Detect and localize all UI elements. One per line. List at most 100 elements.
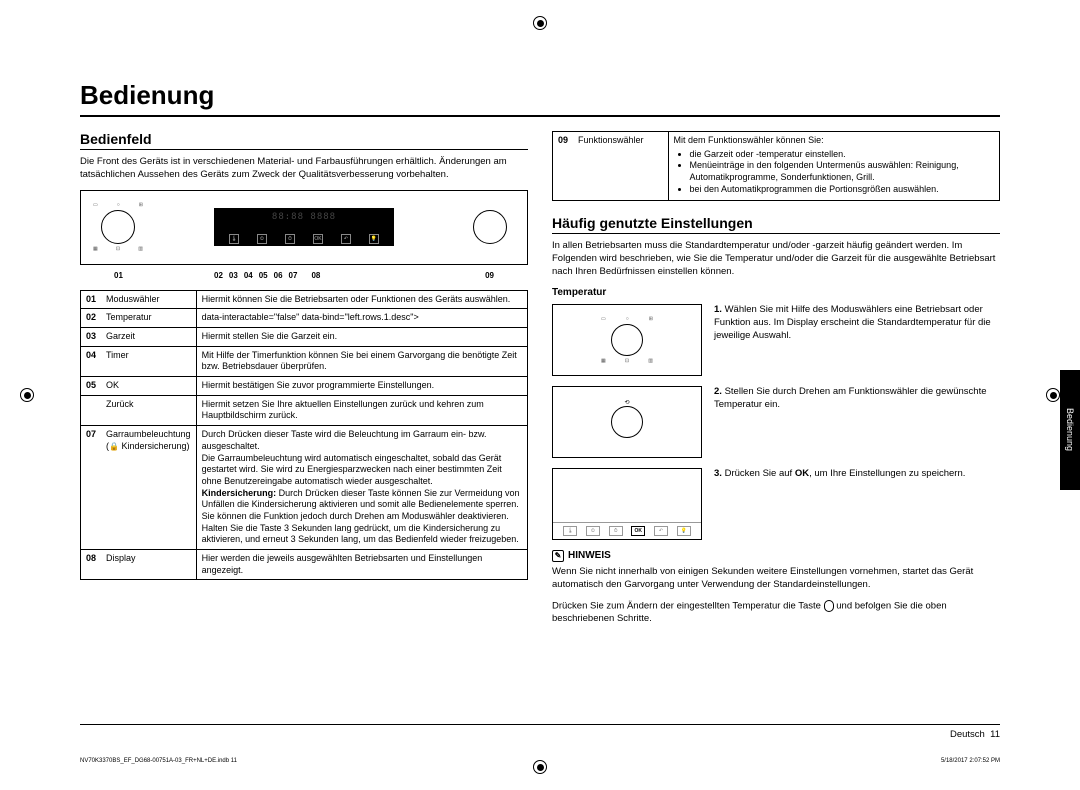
left-sub-rule [80,149,528,150]
callout-05: 05 [259,271,268,280]
row-label: Zurück [101,395,196,425]
control-panel-illustration: ▭○⊞ ▦⊡▥ 88:88 8888 🌡⏲⏱OK↶💡 [80,190,528,265]
controls-table-continued: 09 Funktionswähler Mit dem Funktionswähl… [552,131,1000,201]
row-desc: Durch Drücken dieser Taste wird die Bele… [196,426,527,550]
note-icon: ✎ [552,550,564,562]
bullet: Menüeinträge in den folgenden Untermenüs… [690,160,994,183]
step-text-post: , um Ihre Einstellungen zu speichern. [809,468,965,479]
row-desc: Hiermit bestätigen Sie zuvor programmier… [196,377,527,396]
step-text-pre: Drücken Sie auf [725,468,795,479]
mode-dial-icon [101,210,135,244]
display-button-row: 🌡⏲⏱OK↶💡 [214,234,394,244]
table-row: 07 Garraumbeleuchtung (🔒 Kindersicherung… [81,426,528,550]
callout-04: 04 [244,271,253,280]
step-text: Wählen Sie mit Hilfe des Moduswählers ei… [714,304,991,341]
callout-numbers: 01 02 03 04 05 06 07 08 09 [80,271,528,280]
table-row: 09 Funktionswähler Mit dem Funktionswähl… [553,132,1000,201]
callout-02: 02 [214,271,223,280]
row-desc: Hiermit stellen Sie die Garzeit ein. [196,328,527,347]
mini-dial-icon [611,406,643,438]
mini-dial-icon [611,324,643,356]
rotation-arrow-icon: ⟲ [624,399,629,406]
footer-page-number: 11 [990,729,1000,740]
row-num: 05 [81,377,102,396]
step-number: 1. [714,304,722,315]
lock-icon: 🔒 [109,442,119,451]
temperature-icon [824,600,834,612]
callout-03: 03 [229,271,238,280]
table-row: 02 Temperatur data-interactable="false" … [81,309,528,328]
table-row: 08 Display Hier werden die jeweils ausge… [81,550,528,580]
row-desc: Mit Hilfe der Timerfunktion können Sie b… [196,346,527,376]
right-column: 09 Funktionswähler Mit dem Funktionswähl… [552,131,1000,634]
function-dial-illustration: ⟲ [552,386,702,458]
callout-06: 06 [274,271,283,280]
callout-07: 07 [289,271,298,280]
hinweis-text-2: Drücken Sie zum Ändern der eingestellten… [552,600,1000,626]
section-side-tab: Bedienung [1060,370,1080,490]
table-row: 04 Timer Mit Hilfe der Timerfunktion kön… [81,346,528,376]
temperature-label: Temperatur [552,287,1000,298]
row-label: Temperatur [101,309,196,328]
right-sub-rule [552,233,1000,234]
row-label: Display [101,550,196,580]
mini-dial-icons: ▭○⊞ [601,316,653,322]
step-text: Stellen Sie durch Drehen am Funktionswäh… [714,386,987,410]
row-label: Timer [101,346,196,376]
row-label: OK [101,377,196,396]
hinweis-heading: ✎ HINWEIS [552,550,1000,562]
row-num: 01 [81,290,102,309]
row-desc: Hiermit können Sie die Betriebsarten ode… [196,290,527,309]
bullet: die Garzeit oder -temperatur einstellen. [690,149,994,161]
bullet: bei den Automatikprogrammen die Portions… [690,184,994,196]
step-2: ⟲ 2. Stellen Sie durch Drehen am Funktio… [552,386,1000,458]
hinweis-text-1: Wenn Sie nicht innerhalb von einigen Sek… [552,566,1000,592]
row-num [81,395,102,425]
row-num: 04 [81,346,102,376]
right-subheading: Häufig genutzte Einstellungen [552,215,1000,231]
left-subheading: Bedienfeld [80,131,528,147]
table-row: 03 Garzeit Hiermit stellen Sie die Garze… [81,328,528,347]
right-intro: In allen Betriebsarten muss die Standard… [552,240,1000,278]
row-desc: Mit dem Funktionswähler können Sie: die … [668,132,999,201]
print-footer-filename: NV70K3370BS_EF_DG68-00751A-03_FR+NL+DE.i… [80,758,237,764]
title-rule [80,115,1000,117]
row-desc: Hier werden die jeweils ausgewählten Bet… [196,550,527,580]
table-row: 05 OK Hiermit bestätigen Sie zuvor progr… [81,377,528,396]
function-dial-icon [473,210,507,244]
row-label: Funktionswähler [573,132,668,201]
step-number: 2. [714,386,722,397]
left-column: Bedienfeld Die Front des Geräts ist in v… [80,131,528,634]
mode-dial-illustration: ▭○⊞ ▦⊡▥ [552,304,702,376]
print-footer-timestamp: 5/18/2017 2:07:52 PM [941,758,1000,764]
left-intro: Die Front des Geräts ist in verschiedene… [80,156,528,182]
step-number: 3. [714,468,722,479]
row-label: Moduswähler [101,290,196,309]
callout-09: 09 [485,271,494,280]
table-row: 01 Moduswähler Hiermit können Sie die Be… [81,290,528,309]
dial-mode-icons: ▭○⊞ [93,202,143,208]
dial-mode-icons-bottom: ▦⊡▥ [93,246,143,252]
seven-segment-icon: 88:88 8888 [272,212,336,222]
page-title: Bedienung [80,80,1000,111]
print-footer: NV70K3370BS_EF_DG68-00751A-03_FR+NL+DE.i… [80,758,1000,764]
row-label: Garraumbeleuchtung (🔒 Kindersicherung) [101,426,196,550]
callout-08: 08 [311,271,320,280]
row-label: Garzeit [101,328,196,347]
step-3: 🌡⏲⏱OK↶💡 3. Drücken Sie auf OK, um Ihre E… [552,468,1000,540]
footer-language: Deutsch [950,729,985,740]
display-panel-icon: 88:88 8888 🌡⏲⏱OK↶💡 [214,208,394,246]
row-num: 09 [553,132,574,201]
row-num: 08 [81,550,102,580]
callout-01: 01 [114,271,184,280]
row-num: 03 [81,328,102,347]
mini-dial-icons: ▦⊡▥ [601,358,653,364]
row-num: 02 [81,309,102,328]
step-1: ▭○⊞ ▦⊡▥ 1. Wählen Sie mit Hilfe des Modu… [552,304,1000,376]
mini-display-buttons: 🌡⏲⏱OK↶💡 [553,522,701,539]
table-row: Zurück Hiermit setzen Sie Ihre aktuellen… [81,395,528,425]
page-footer: Deutsch 11 [80,724,1000,740]
row-num: 07 [81,426,102,550]
step-text-bold: OK [795,468,809,479]
controls-table: 01 Moduswähler Hiermit können Sie die Be… [80,290,528,581]
